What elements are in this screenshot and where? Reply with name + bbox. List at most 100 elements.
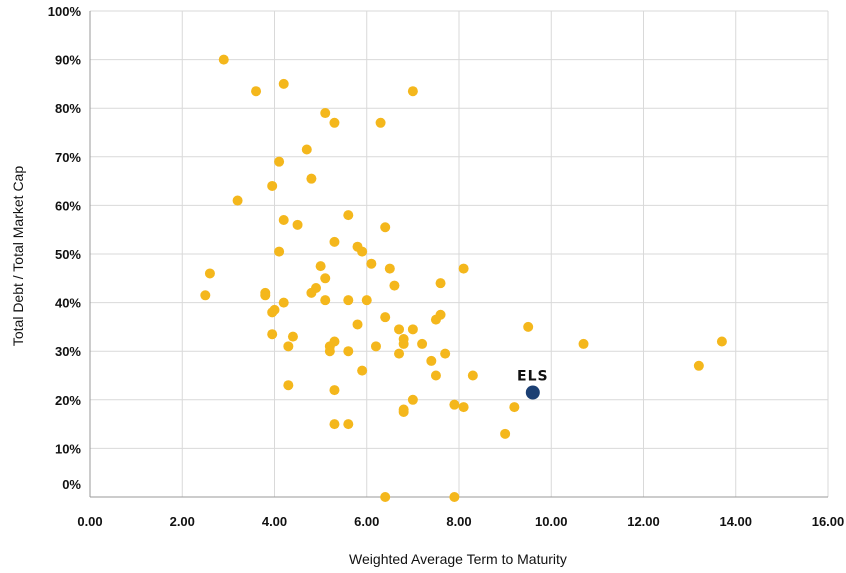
data-point	[274, 246, 285, 257]
y-tick-label: 100%	[48, 4, 82, 19]
x-tick-label: 16.00	[812, 514, 845, 529]
data-point	[260, 290, 271, 301]
data-point	[283, 341, 294, 352]
data-point	[267, 180, 278, 191]
data-point	[380, 312, 391, 323]
y-tick-label: 50%	[55, 247, 81, 262]
data-point	[389, 280, 400, 291]
data-point	[320, 273, 331, 284]
data-point	[398, 406, 409, 417]
data-point	[449, 492, 460, 502]
data-point	[329, 117, 340, 128]
y-axis-title: Total Debt / Total Market Cap	[10, 166, 26, 346]
data-point	[306, 287, 317, 298]
data-point	[417, 338, 428, 349]
x-tick-label: 8.00	[446, 514, 471, 529]
data-point	[435, 278, 446, 289]
data-point	[370, 341, 381, 352]
x-axis-title: Weighted Average Term to Maturity	[349, 551, 567, 567]
data-point	[218, 54, 229, 65]
data-point	[267, 329, 278, 340]
data-point	[200, 290, 211, 301]
highlight-point-els	[525, 385, 540, 400]
grid-lines	[89, 10, 829, 498]
data-point	[315, 261, 326, 272]
data-point	[343, 419, 354, 430]
data-point	[324, 346, 335, 357]
data-point	[274, 156, 285, 167]
x-tick-label: 10.00	[535, 514, 568, 529]
data-point	[394, 324, 405, 335]
data-point	[500, 428, 511, 439]
data-point	[467, 370, 478, 381]
y-tick-label: 70%	[55, 150, 81, 165]
highlight-group: ELS	[517, 369, 549, 400]
data-point	[693, 360, 704, 371]
data-point	[426, 355, 437, 366]
y-tick-label: 90%	[55, 53, 81, 68]
data-point	[407, 394, 418, 405]
y-tick-label: 20%	[55, 393, 81, 408]
data-point	[352, 319, 363, 330]
data-point	[398, 338, 409, 349]
data-point	[523, 321, 534, 332]
data-points	[200, 54, 727, 502]
data-point	[329, 236, 340, 247]
x-tick-label: 4.00	[262, 514, 287, 529]
data-point	[283, 380, 294, 391]
data-point	[366, 258, 377, 269]
data-point	[320, 108, 331, 119]
data-point	[232, 195, 243, 206]
y-tick-label: 80%	[55, 101, 81, 116]
data-point	[716, 336, 727, 347]
data-point	[357, 365, 368, 376]
data-point	[458, 402, 469, 413]
highlight-label-els: ELS	[517, 369, 549, 385]
y-tick-label: 60%	[55, 198, 81, 213]
data-point	[578, 338, 589, 349]
data-point	[292, 219, 303, 230]
data-point	[394, 348, 405, 359]
data-point	[278, 214, 289, 225]
data-point	[343, 210, 354, 221]
data-point	[357, 246, 368, 257]
x-tick-label: 0.00	[77, 514, 102, 529]
data-point	[458, 263, 469, 274]
data-point	[267, 307, 278, 318]
data-point	[380, 492, 391, 502]
x-tick-label: 2.00	[170, 514, 195, 529]
data-point	[287, 331, 298, 342]
data-point	[320, 295, 331, 306]
data-point	[204, 268, 215, 279]
y-axis-ticks: 0% 10% 20% 30% 40% 50% 60% 70% 80% 90% 100%	[48, 4, 82, 492]
data-point	[430, 314, 441, 325]
data-point	[343, 295, 354, 306]
y-tick-label: 30%	[55, 344, 81, 359]
data-point	[407, 324, 418, 335]
data-point	[375, 117, 386, 128]
data-point	[449, 399, 460, 410]
y-tick-label: 10%	[55, 441, 81, 456]
data-point	[278, 78, 289, 89]
y-tick-label: 40%	[55, 296, 81, 311]
data-point	[430, 370, 441, 381]
x-axis-ticks: 0.00 2.00 4.00 6.00 8.00 10.00 12.00 14.00 16.00	[77, 514, 844, 529]
data-point	[509, 402, 520, 413]
data-point	[384, 263, 395, 274]
data-point	[407, 86, 418, 97]
y-tick-label: 0%	[62, 477, 81, 492]
data-point	[329, 385, 340, 396]
data-point	[343, 346, 354, 357]
data-point	[361, 295, 372, 306]
data-point	[301, 144, 312, 155]
data-point	[278, 297, 289, 308]
x-tick-label: 12.00	[627, 514, 660, 529]
data-point	[251, 86, 262, 97]
data-point	[440, 348, 451, 359]
x-tick-label: 14.00	[719, 514, 752, 529]
x-tick-label: 6.00	[354, 514, 379, 529]
data-point	[329, 419, 340, 430]
data-point	[380, 222, 391, 233]
data-point	[306, 173, 317, 184]
